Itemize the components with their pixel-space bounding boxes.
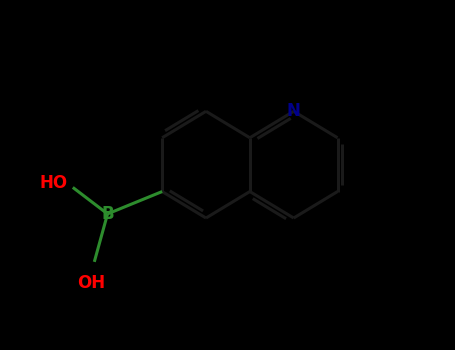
Text: OH: OH [77, 274, 105, 292]
Text: N: N [287, 102, 301, 120]
Text: B: B [101, 205, 114, 223]
Text: HO: HO [40, 174, 68, 192]
